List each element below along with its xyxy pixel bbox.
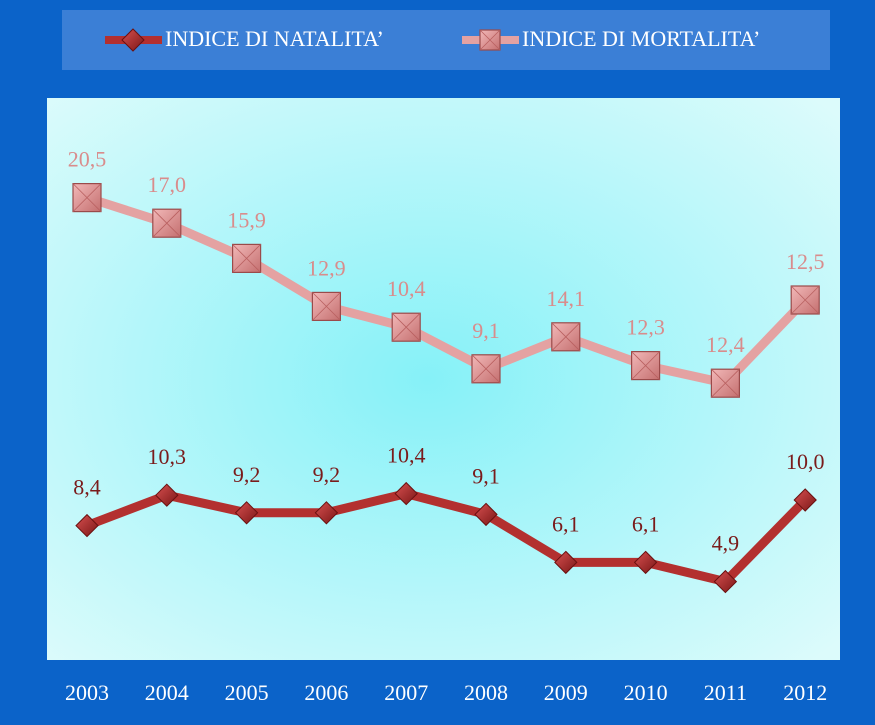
data-label: 9,2 bbox=[313, 462, 341, 487]
marker bbox=[394, 481, 418, 506]
data-label: 12,9 bbox=[307, 255, 346, 280]
marker bbox=[474, 502, 498, 527]
data-label: 20,5 bbox=[68, 147, 107, 172]
marker-bevel bbox=[551, 322, 581, 352]
data-label: 9,2 bbox=[233, 462, 261, 487]
data-label: 15,9 bbox=[227, 207, 266, 232]
series-line bbox=[85, 489, 809, 587]
marker-bevel bbox=[232, 244, 261, 273]
legend-marker bbox=[121, 28, 145, 52]
series-line bbox=[85, 193, 809, 388]
data-label: 9,1 bbox=[472, 318, 500, 343]
marker bbox=[155, 483, 179, 507]
x-tick-label: 2011 bbox=[704, 680, 747, 705]
data-label: 6,1 bbox=[552, 511, 580, 536]
data-label: 10,4 bbox=[387, 443, 426, 468]
marker bbox=[554, 550, 578, 575]
data-label: 10,3 bbox=[148, 444, 187, 469]
data-label: 17,0 bbox=[148, 172, 187, 197]
data-label: 9,1 bbox=[472, 463, 500, 488]
legend-label: INDICE DI MORTALITA’ bbox=[522, 26, 760, 51]
marker-bevel bbox=[152, 208, 182, 238]
x-tick-label: 2008 bbox=[464, 680, 508, 705]
marker-bevel bbox=[711, 368, 740, 398]
x-tick-label: 2010 bbox=[624, 680, 668, 705]
x-tick-label: 2005 bbox=[225, 680, 269, 705]
marker bbox=[314, 501, 339, 525]
marker-bevel bbox=[391, 312, 421, 342]
data-label: 12,4 bbox=[706, 332, 745, 357]
data-label: 12,5 bbox=[786, 249, 825, 274]
x-tick-label: 2004 bbox=[145, 680, 189, 705]
x-tick-label: 2007 bbox=[384, 680, 428, 705]
data-label: 6,1 bbox=[632, 511, 660, 536]
x-tick-label: 2003 bbox=[65, 680, 109, 705]
x-tick-label: 2009 bbox=[544, 680, 588, 705]
marker-bevel bbox=[72, 183, 102, 212]
data-label: 4,9 bbox=[712, 531, 740, 556]
x-tick-label: 2012 bbox=[783, 680, 827, 705]
marker-bevel bbox=[471, 354, 501, 384]
marker bbox=[793, 488, 817, 512]
data-label: 8,4 bbox=[73, 475, 101, 500]
marker-bevel bbox=[631, 351, 660, 380]
data-label: 12,3 bbox=[626, 315, 665, 340]
marker-bevel bbox=[312, 292, 341, 321]
data-label: 10,4 bbox=[387, 276, 426, 301]
data-label: 10,0 bbox=[786, 449, 825, 474]
legend-label: INDICE DI NATALITA’ bbox=[165, 26, 384, 51]
x-tick-label: 2006 bbox=[304, 680, 348, 705]
marker bbox=[713, 569, 738, 594]
marker-bevel bbox=[479, 29, 501, 51]
legend-box bbox=[62, 10, 830, 70]
marker bbox=[234, 501, 259, 525]
marker-bevel bbox=[790, 285, 820, 315]
marker bbox=[633, 550, 658, 575]
data-label: 14,1 bbox=[547, 286, 586, 311]
marker bbox=[75, 513, 99, 538]
